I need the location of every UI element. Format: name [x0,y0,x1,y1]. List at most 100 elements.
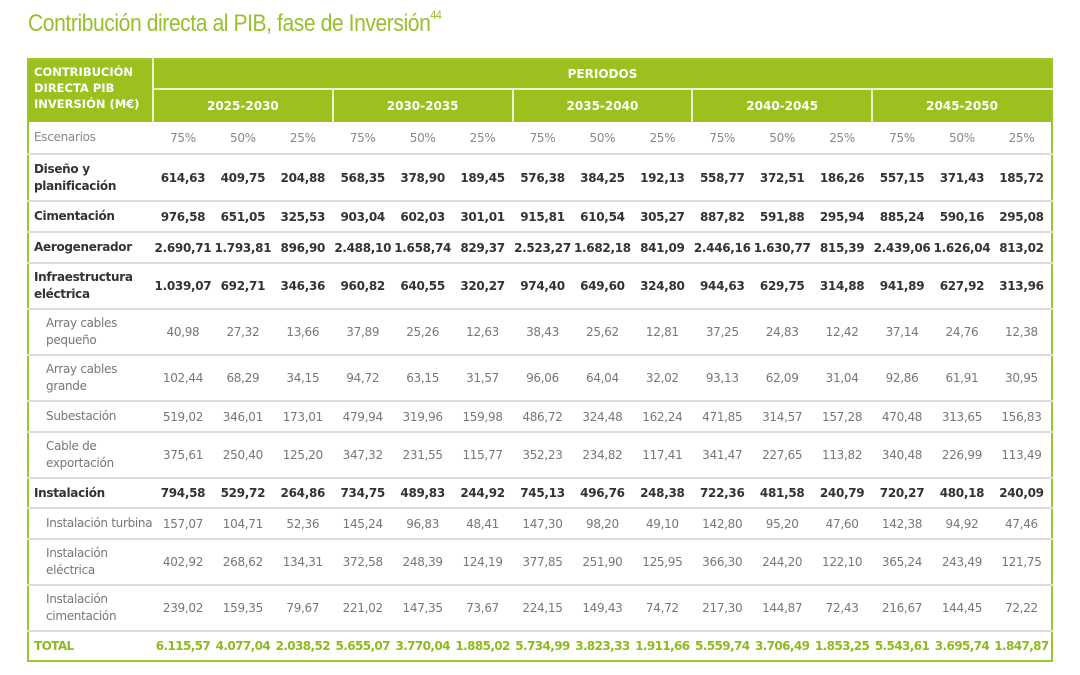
value-cell: 325,53 [272,201,333,233]
value-cell: 651,05 [212,201,273,233]
gdp-contribution-table: CONTRIBUCIÓN DIRECTA PIB INVERSIÓN (M€) … [27,58,1053,662]
value-cell: 591,88 [752,201,813,233]
value-cell: 576,38 [512,154,573,202]
value-cell: 324,80 [632,263,693,310]
value-cell: 341,47 [692,432,753,479]
value-cell: 25,62 [572,309,633,356]
value-cell: 227,65 [752,432,813,479]
value-cell: 649,60 [572,263,633,310]
value-cell: 95,20 [752,508,813,540]
value-cell: 614,63 [153,154,213,202]
value-cell: 24,83 [752,309,813,356]
value-cell: 217,30 [692,585,753,632]
value-cell: 402,92 [153,539,213,586]
value-cell: 27,32 [212,309,273,356]
value-cell: 173,01 [272,401,333,433]
period-header: 2045-2050 [872,89,1052,122]
value-cell: 248,38 [632,478,693,509]
value-cell: 829,37 [452,232,513,264]
table-row: Instalación cimentación 239,02 159,35 79,67… [28,585,1052,632]
value-cell: 186,26 [812,154,873,202]
value-cell: 145,24 [332,508,393,540]
scenarios-row: Escenarios 75% 50% 25% 75% 50% 25% 75% 50% 25% 75… [28,122,1052,155]
period-header: 2040-2045 [692,89,874,122]
value-cell: 314,88 [812,263,873,310]
value-cell: 2.523,27 [512,232,573,264]
table-row: Infraestructura eléctrica 1.039,07 692,71 3… [28,263,1052,310]
value-cell: 314,57 [752,401,813,433]
value-cell: 134,31 [272,539,333,586]
value-cell: 384,25 [572,154,633,202]
value-cell: 794,58 [153,478,213,509]
row-label: Array cables pequeño [28,309,153,356]
value-cell: 12,63 [452,309,513,356]
value-cell: 640,55 [392,263,453,310]
value-cell: 347,32 [332,432,393,479]
value-cell: 231,55 [392,432,453,479]
value-cell: 295,08 [991,201,1052,233]
value-cell: 248,39 [392,539,453,586]
value-cell: 409,75 [212,154,273,202]
value-cell: 529,72 [212,478,273,509]
value-cell: 121,75 [991,539,1052,586]
row-label: Infraestructura eléctrica [28,263,153,310]
period-header: 2035-2040 [512,89,694,122]
scenario-cell: 50% [392,122,453,155]
value-cell: 72,22 [991,585,1052,632]
row-label: Instalación eléctrica [28,539,153,586]
value-cell: 1.793,81 [212,232,273,264]
value-cell: 162,24 [632,401,693,433]
value-cell: 113,82 [812,432,873,479]
value-cell: 74,72 [632,585,693,632]
value-cell: 568,35 [332,154,393,202]
value-cell: 30,95 [991,355,1052,402]
value-cell: 557,15 [872,154,932,202]
value-cell: 2.488,10 [332,232,393,264]
value-cell: 52,36 [272,508,333,540]
scenario-cell: 25% [452,122,513,155]
value-cell: 305,27 [632,201,693,233]
row-label: Cable de exportación [28,432,153,479]
value-cell: 244,92 [452,478,513,509]
table-row: Array cables grande 102,44 68,29 34,15 94,72… [28,355,1052,402]
value-cell: 976,58 [153,201,213,233]
value-cell: 251,90 [572,539,633,586]
value-cell: 1.630,77 [752,232,813,264]
value-cell: 377,85 [512,539,573,586]
value-cell: 352,23 [512,432,573,479]
value-cell: 234,82 [572,432,633,479]
row-label: TOTAL [28,630,153,661]
value-cell: 941,89 [872,263,932,310]
value-cell: 64,04 [572,355,633,402]
value-cell: 960,82 [332,263,393,310]
value-cell: 224,15 [512,585,573,632]
value-cell: 147,30 [512,508,573,540]
value-cell: 1.626,04 [931,232,992,264]
value-cell: 93,13 [692,355,753,402]
value-cell: 240,09 [991,478,1052,509]
value-cell: 147,35 [392,585,453,632]
value-cell: 627,92 [931,263,992,310]
value-cell: 124,19 [452,539,513,586]
value-cell: 301,01 [452,201,513,233]
value-cell: 49,10 [632,508,693,540]
value-cell: 264,86 [272,478,333,509]
value-cell: 142,38 [872,508,932,540]
value-cell: 1.039,07 [153,263,213,310]
value-cell: 159,35 [212,585,273,632]
value-cell: 31,04 [812,355,873,402]
value-cell: 92,86 [872,355,932,402]
value-cell: 2.038,52 [272,630,333,661]
scenario-cell: 25% [812,122,873,155]
value-cell: 734,75 [332,478,393,509]
value-cell: 319,96 [392,401,453,433]
value-cell: 244,20 [752,539,813,586]
value-cell: 61,91 [931,355,992,402]
value-cell: 98,20 [572,508,633,540]
period-header: 2025-2030 [153,89,334,122]
value-cell: 813,02 [991,232,1052,264]
value-cell: 519,02 [153,401,213,433]
scenario-cell: 50% [212,122,273,155]
value-cell: 486,72 [512,401,573,433]
value-cell: 481,58 [752,478,813,509]
